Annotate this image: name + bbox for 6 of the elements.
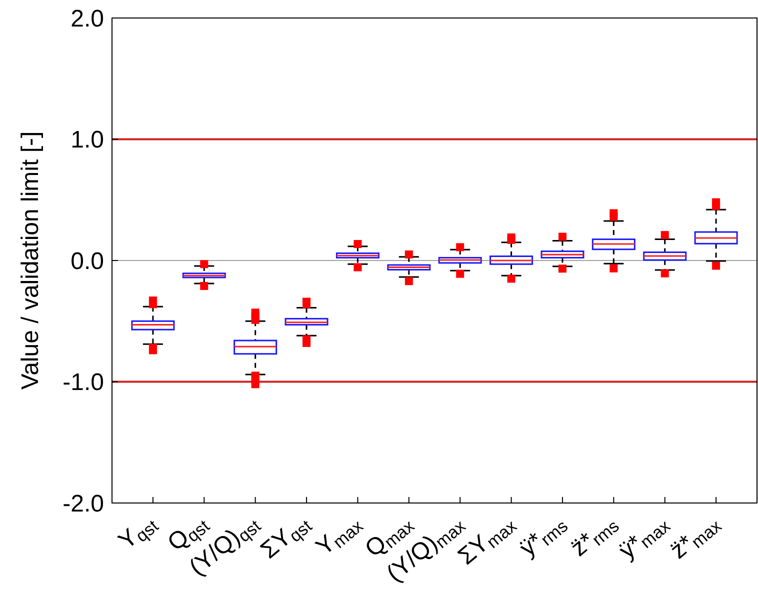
y-axis-title: Value / validation limit [-]	[17, 131, 44, 390]
y-tick-label: 2.0	[70, 5, 104, 32]
y-tick-label: -2.0	[62, 490, 104, 518]
y-tick-label: -1.0	[62, 369, 104, 396]
y-tick-label: 1.0	[70, 126, 104, 154]
y-tick-label: 0.0	[70, 248, 104, 275]
